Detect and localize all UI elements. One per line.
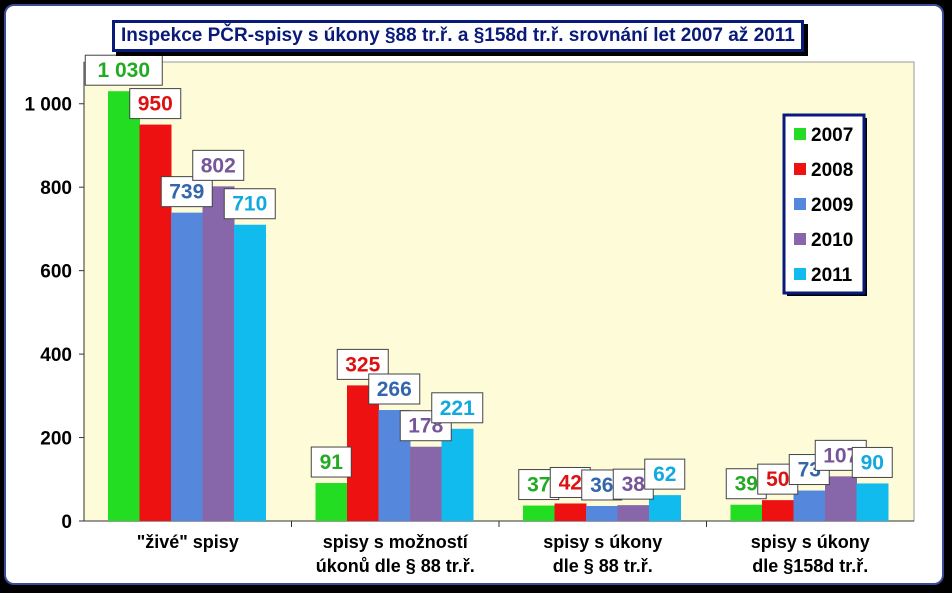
y-tick-label: 1 000 xyxy=(24,95,72,116)
data-label: 91 xyxy=(320,451,344,474)
bar xyxy=(441,428,474,521)
legend-swatch xyxy=(794,233,806,245)
legend-swatch xyxy=(794,163,806,175)
chart-svg: 0 200 400 600 800 1 000 "živé" spisy spisy s mo… xyxy=(24,54,915,576)
legend-label: 2009 xyxy=(811,195,853,216)
category-label: spisy s úkony xyxy=(751,532,870,552)
legend-label: 2011 xyxy=(811,265,853,286)
data-label-box xyxy=(368,373,421,405)
legend-label: 2008 xyxy=(811,160,853,181)
bar xyxy=(347,385,379,521)
bar xyxy=(234,224,266,521)
data-label: 62 xyxy=(653,463,676,486)
data-label: 802 xyxy=(201,154,236,177)
bar xyxy=(171,212,203,522)
data-label-box xyxy=(431,392,484,424)
data-label: 37 xyxy=(527,474,550,497)
data-label: 90 xyxy=(861,451,884,474)
data-label: 50 xyxy=(766,468,789,491)
category-label: spisy s možností xyxy=(323,532,469,552)
bar xyxy=(410,446,442,521)
legend-label: 2007 xyxy=(811,125,853,146)
bar xyxy=(523,505,555,521)
data-label: 39 xyxy=(735,473,758,496)
data-label-box xyxy=(310,446,352,478)
legend-swatch xyxy=(794,268,806,280)
chart-title: Inspekce PČR-spisy s úkony §88 tr.ř. a §… xyxy=(112,20,804,52)
y-tick-label: 0 xyxy=(61,512,72,533)
y-tick-label: 800 xyxy=(40,178,72,199)
bar xyxy=(825,476,857,521)
legend-label: 2010 xyxy=(811,230,853,251)
category-label: dle §158d tr.ř. xyxy=(752,556,868,576)
data-label: 1 030 xyxy=(97,59,150,82)
bar xyxy=(793,490,826,521)
chart-frame: 0 200 400 600 800 1 000 "živé" spisy spisy s mo… xyxy=(4,4,944,585)
bar xyxy=(762,500,794,521)
bar xyxy=(554,503,587,521)
bar xyxy=(108,91,140,521)
legend-swatch xyxy=(794,198,806,210)
data-label: 38 xyxy=(622,473,646,496)
data-label: 710 xyxy=(232,193,267,216)
data-label-box xyxy=(160,176,213,208)
bar xyxy=(649,495,681,521)
data-label-box xyxy=(644,458,686,490)
bar xyxy=(730,504,763,521)
data-label: 42 xyxy=(559,471,582,494)
data-label: 950 xyxy=(138,93,173,116)
bar xyxy=(586,505,618,521)
data-label: 325 xyxy=(345,353,380,376)
category-label: úkonů dle § 88 tr.ř. xyxy=(316,556,475,576)
category-label: dle § 88 tr.ř. xyxy=(553,556,653,576)
bar xyxy=(856,483,889,521)
data-label: 266 xyxy=(377,378,412,401)
data-label-box xyxy=(84,54,163,86)
y-tick-label: 200 xyxy=(40,429,72,450)
data-label: 739 xyxy=(169,181,204,204)
bar xyxy=(617,505,650,521)
y-tick-label: 400 xyxy=(40,345,72,366)
data-label-box xyxy=(223,188,276,220)
bar xyxy=(202,186,235,521)
bar xyxy=(315,483,348,521)
data-label: 221 xyxy=(440,397,475,420)
legend xyxy=(782,113,866,295)
data-label-box xyxy=(851,446,893,478)
category-label: spisy s úkony xyxy=(543,532,662,552)
data-label: 107 xyxy=(823,444,858,467)
data-label-box xyxy=(192,149,245,181)
y-tick-label: 600 xyxy=(40,262,72,283)
data-label: 36 xyxy=(590,474,613,497)
legend-swatch xyxy=(794,128,806,140)
category-label: "živé" spisy xyxy=(137,532,239,552)
data-label-box xyxy=(129,88,182,120)
